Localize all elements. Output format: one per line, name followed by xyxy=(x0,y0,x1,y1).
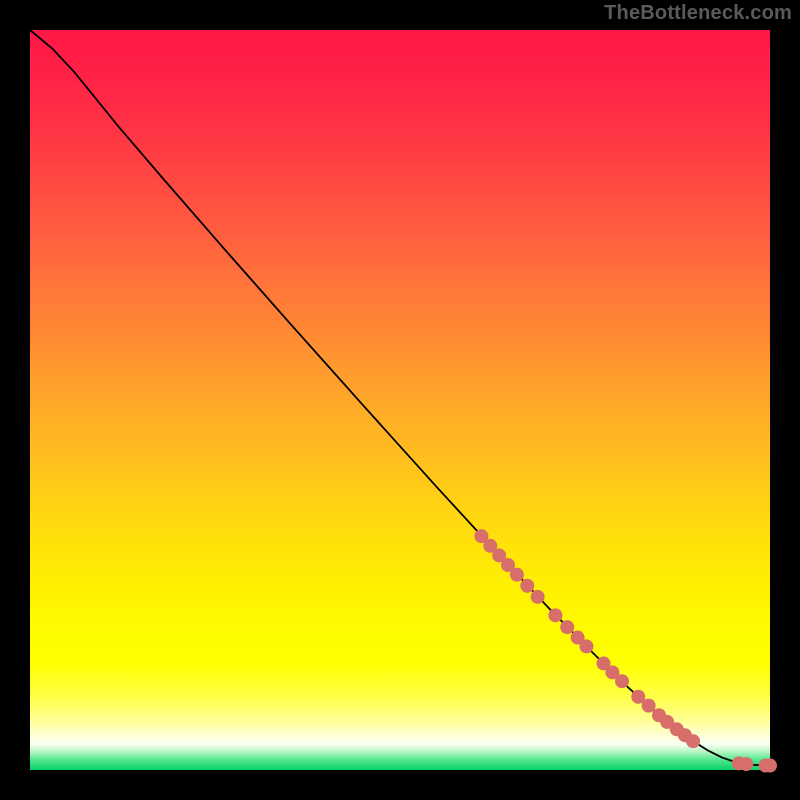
marker-point xyxy=(548,608,562,622)
curve-svg xyxy=(30,30,770,770)
marker-point xyxy=(739,757,753,771)
marker-point xyxy=(510,568,524,582)
marker-point xyxy=(763,759,777,773)
marker-point xyxy=(560,620,574,634)
plot-background xyxy=(30,30,770,770)
marker-point xyxy=(579,639,593,653)
marker-point xyxy=(531,590,545,604)
marker-point xyxy=(642,699,656,713)
watermark-text: TheBottleneck.com xyxy=(604,2,792,25)
marker-point xyxy=(686,734,700,748)
marker-point xyxy=(520,579,534,593)
marker-point xyxy=(615,674,629,688)
gradient-rect xyxy=(30,30,770,770)
plot-container xyxy=(30,30,770,770)
